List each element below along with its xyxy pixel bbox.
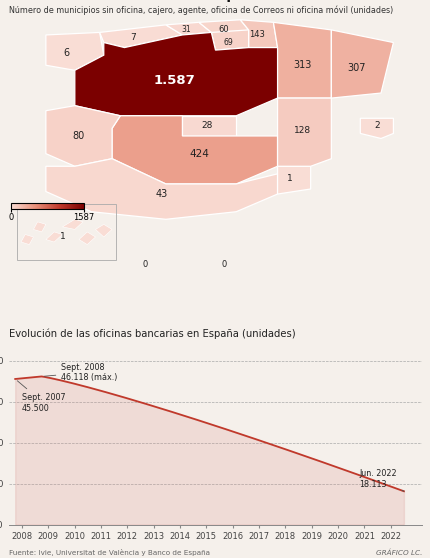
Polygon shape xyxy=(99,25,182,47)
Polygon shape xyxy=(359,118,393,138)
Polygon shape xyxy=(46,105,120,166)
Polygon shape xyxy=(46,158,277,219)
Polygon shape xyxy=(331,30,393,98)
Text: 313: 313 xyxy=(292,60,311,70)
Text: 424: 424 xyxy=(189,148,209,158)
Text: GRÁFICO LC.: GRÁFICO LC. xyxy=(375,550,421,556)
Text: 143: 143 xyxy=(249,31,264,40)
Text: La exclusión financiera en España: La exclusión financiera en España xyxy=(9,0,262,2)
Text: Sept. 2008
46.118 (máx.): Sept. 2008 46.118 (máx.) xyxy=(44,363,117,382)
Polygon shape xyxy=(75,32,277,116)
Text: 1: 1 xyxy=(59,233,65,242)
Text: 7: 7 xyxy=(129,33,135,42)
Text: 128: 128 xyxy=(293,127,310,136)
Text: Evolución de las oficinas bancarias en España (unidades): Evolución de las oficinas bancarias en E… xyxy=(9,329,295,339)
Text: Fuente: Ivie, Universitat de València y Banco de España: Fuente: Ivie, Universitat de València y … xyxy=(9,549,209,556)
Text: 60: 60 xyxy=(218,26,229,35)
Polygon shape xyxy=(46,32,104,70)
Text: 43: 43 xyxy=(155,189,167,199)
Text: 0: 0 xyxy=(221,260,226,270)
Text: 31: 31 xyxy=(181,26,191,35)
Polygon shape xyxy=(248,22,331,98)
Polygon shape xyxy=(95,224,112,237)
Text: 307: 307 xyxy=(346,63,365,73)
Text: 28: 28 xyxy=(201,121,212,131)
Polygon shape xyxy=(79,232,95,244)
Text: 1.587: 1.587 xyxy=(153,74,194,87)
Text: 69: 69 xyxy=(222,38,232,47)
Polygon shape xyxy=(62,219,83,229)
Polygon shape xyxy=(21,234,34,244)
Polygon shape xyxy=(277,98,331,166)
Text: Jun. 2022
18.113: Jun. 2022 18.113 xyxy=(358,469,403,491)
Polygon shape xyxy=(166,22,211,35)
Text: Número de municipios sin oficina, cajero, agente, oficina de Correos ni oficina : Número de municipios sin oficina, cajero… xyxy=(9,6,392,16)
Polygon shape xyxy=(240,20,277,47)
Polygon shape xyxy=(46,232,62,242)
Text: 80: 80 xyxy=(73,131,85,141)
Polygon shape xyxy=(211,30,248,50)
Text: 0: 0 xyxy=(142,260,147,270)
Text: 6: 6 xyxy=(63,47,70,57)
Polygon shape xyxy=(182,116,236,136)
Polygon shape xyxy=(199,20,248,37)
Polygon shape xyxy=(34,222,46,232)
Text: 1: 1 xyxy=(286,175,292,184)
Text: Sept. 2007
45.500: Sept. 2007 45.500 xyxy=(17,381,65,413)
Polygon shape xyxy=(112,116,277,184)
Polygon shape xyxy=(277,166,310,194)
Text: 2: 2 xyxy=(373,121,379,131)
